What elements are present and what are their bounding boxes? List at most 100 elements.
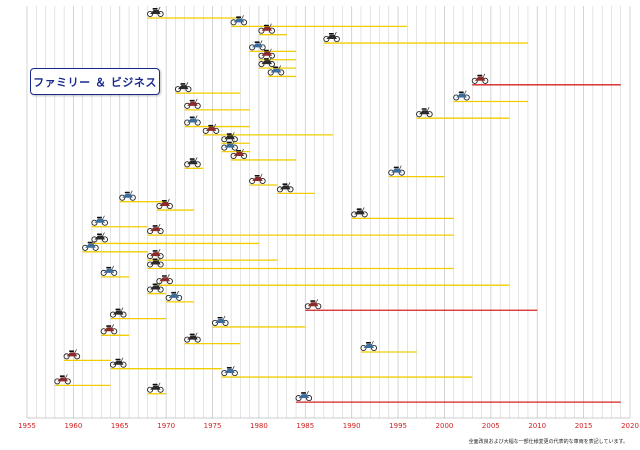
bike-seat (236, 16, 242, 18)
motorcycle-icon (221, 132, 238, 143)
bike-body (354, 210, 365, 215)
bike-body (94, 235, 105, 240)
motorcycle-icon (165, 290, 183, 301)
bike-body (261, 51, 272, 56)
motorcycle-icon (91, 232, 108, 243)
motorcycle-icon (147, 257, 164, 268)
bike-seat (263, 24, 269, 27)
bike-body (150, 285, 161, 290)
bike-body (261, 60, 272, 65)
bike-handlebar (232, 140, 235, 144)
bike-body (159, 202, 170, 207)
bike-body (326, 35, 337, 40)
bike-handlebar (102, 232, 105, 236)
motorcycle-icon (471, 73, 489, 84)
bike-seat (106, 266, 112, 269)
x-tick-label: 1970 (157, 422, 175, 430)
bike-handlebar (260, 173, 263, 178)
bike-seat (226, 367, 232, 369)
bike-body (150, 227, 161, 232)
bike-handlebar (158, 257, 161, 261)
bike-handlebar (195, 332, 198, 336)
bike-seat (106, 325, 112, 327)
bike-body (103, 327, 115, 332)
bike-body (103, 268, 115, 273)
bike-seat (124, 191, 130, 194)
model-lifespan-bars (54, 17, 621, 403)
motorcycle-icon (267, 65, 285, 76)
bike-body (122, 193, 133, 198)
bike-seat (273, 66, 279, 69)
bike-handlebar (288, 182, 291, 186)
bike-seat (161, 200, 167, 202)
bike-seat (263, 49, 269, 52)
bike-handlebar (121, 357, 124, 361)
bike-body (112, 360, 124, 365)
bike-handlebar (158, 6, 161, 11)
bike-handlebar (102, 215, 105, 219)
x-tick-label: 1965 (111, 422, 129, 430)
bike-seat (152, 250, 158, 252)
motorcycle-icon (230, 15, 248, 26)
bike-body (57, 377, 68, 382)
bike-handlebar (371, 340, 374, 345)
motorcycle-icon (221, 140, 238, 151)
bike-body (298, 394, 310, 399)
motorcycle-icon (416, 107, 433, 118)
bike-handlebar (241, 15, 244, 19)
bike-seat (189, 99, 195, 102)
motorcycle-icon (211, 315, 229, 327)
bike-seat (152, 283, 158, 286)
motorcycle-icon (147, 6, 164, 18)
bike-seat (263, 58, 269, 60)
bike-handlebar (223, 315, 226, 320)
bike-body (252, 43, 263, 48)
motorcycle-icon (184, 115, 201, 126)
bike-seat (161, 275, 167, 277)
motorcycle-icon (100, 324, 118, 335)
bike-seat (254, 175, 260, 177)
bike-body (150, 385, 161, 390)
motorcycle-icon (295, 390, 313, 402)
bike-seat (189, 333, 195, 336)
motorcycle-icon (258, 56, 275, 68)
bike-handlebar (232, 132, 235, 136)
bike-body (391, 168, 402, 173)
motorcycle-icon (100, 265, 118, 276)
bike-body (205, 126, 217, 131)
bike-handlebar (74, 349, 77, 353)
motorcycle-icon (91, 215, 108, 226)
bike-seat (96, 216, 102, 219)
bike-handlebar (158, 248, 161, 253)
bike-seat (152, 383, 158, 386)
motorcycle-icon (63, 349, 81, 360)
x-tick-label: 1955 (18, 422, 36, 430)
bike-seat (152, 225, 158, 227)
bike-handlebar (269, 48, 272, 52)
motorcycle-icon (184, 98, 201, 109)
bike-handlebar (213, 123, 217, 128)
bike-handlebar (195, 157, 198, 161)
bike-handlebar (362, 207, 365, 211)
bike-handlebar (464, 90, 467, 94)
category-title-text: ファミリー ＆ ビジネス (33, 75, 157, 89)
bike-seat (393, 166, 399, 169)
category-title: ファミリー ＆ ビジネス (30, 68, 160, 95)
bike-body (233, 151, 245, 156)
motorcycle-icon (360, 340, 378, 352)
bike-body (150, 10, 161, 14)
bike-body (187, 101, 198, 106)
motorcycle-icon (202, 123, 220, 134)
motorcycle-icon (323, 31, 340, 43)
bike-handlebar (93, 240, 96, 244)
motorcycle-icon (304, 299, 322, 310)
x-tick-label: 1985 (296, 422, 314, 430)
motorcycle-icon (351, 207, 368, 218)
bike-seat (365, 342, 371, 344)
x-tick-label: 1960 (64, 422, 82, 430)
bike-seat (115, 308, 121, 311)
motorcycle-icon (230, 148, 248, 159)
bike-handlebar (260, 40, 263, 44)
bike-body (187, 335, 198, 340)
bike-seat (421, 108, 427, 110)
